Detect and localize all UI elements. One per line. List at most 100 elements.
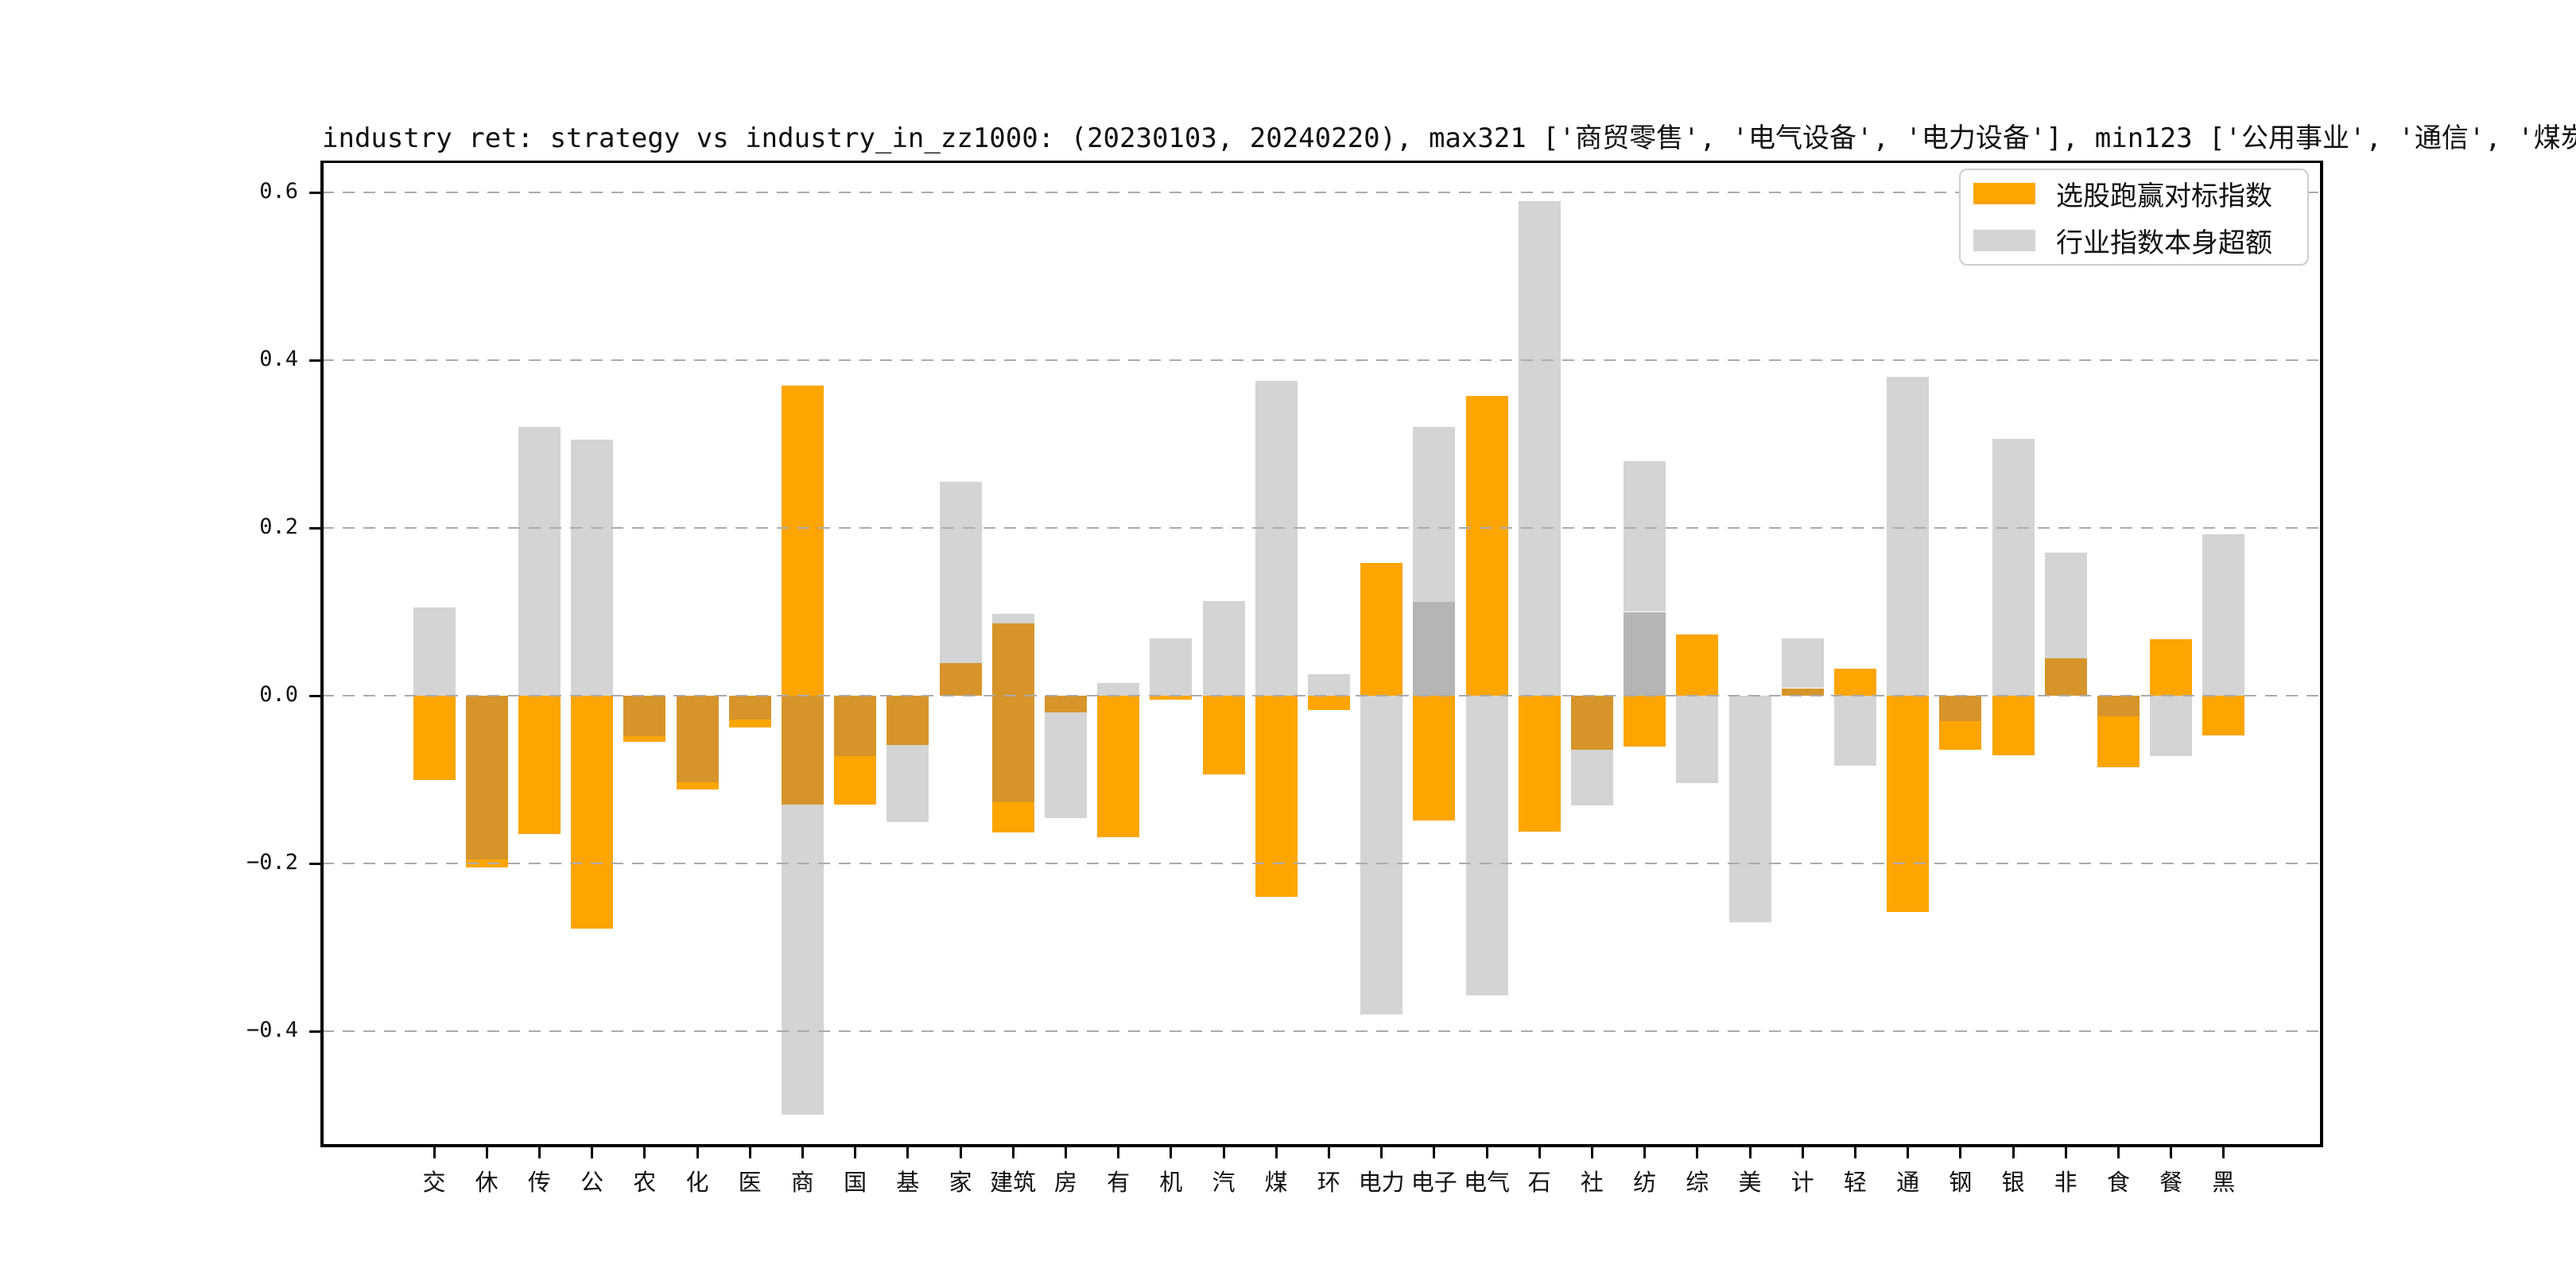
bar-segment-食 bbox=[2097, 716, 2140, 767]
bar-segment-汽 bbox=[1202, 600, 1245, 696]
bar-segment-环 bbox=[1307, 696, 1350, 710]
legend-swatch-gray bbox=[1973, 230, 2035, 251]
y-axis-tick-label: 0.4 bbox=[259, 347, 298, 371]
x-axis-tick-label-轻: 轻 bbox=[1843, 1169, 1867, 1196]
x-axis-tick bbox=[1801, 1147, 1804, 1158]
bar-segment-轻 bbox=[1833, 669, 1876, 696]
bar-segment-社 bbox=[1570, 696, 1613, 750]
x-axis-tick-label-交: 交 bbox=[422, 1169, 446, 1196]
bar-segment-纺 bbox=[1624, 696, 1666, 747]
x-axis-tick bbox=[643, 1147, 646, 1158]
x-axis-tick-label-非: 非 bbox=[2054, 1169, 2077, 1196]
x-axis-tick-label-机: 机 bbox=[1159, 1169, 1183, 1196]
bar-segment-综 bbox=[1676, 634, 1719, 696]
legend-swatch-orange bbox=[1973, 183, 2035, 204]
y-axis-tick-label: 0.0 bbox=[259, 682, 298, 707]
bar-segment-有 bbox=[1097, 696, 1140, 838]
bar-segment-家 bbox=[939, 662, 982, 696]
legend-item-industry: 行业指数本身超额 bbox=[1961, 221, 2307, 260]
axis-right-spine bbox=[2320, 161, 2323, 1146]
bar-segment-建筑 bbox=[991, 613, 1034, 624]
x-axis-tick bbox=[1853, 1147, 1856, 1158]
bar-segment-食 bbox=[2097, 696, 2140, 717]
x-axis-tick bbox=[537, 1147, 541, 1158]
bar-segment-电子 bbox=[1413, 427, 1456, 602]
bar-segment-电气 bbox=[1465, 396, 1508, 696]
y-axis-tick bbox=[309, 1030, 320, 1033]
x-axis-tick-label-传: 传 bbox=[527, 1169, 551, 1196]
y-axis-tick bbox=[309, 695, 320, 697]
axis-bottom-spine bbox=[320, 1144, 2323, 1147]
x-axis-tick bbox=[2116, 1147, 2120, 1158]
x-axis-tick-label-房: 房 bbox=[1053, 1169, 1077, 1196]
bar-segment-石 bbox=[1518, 696, 1561, 832]
x-axis-tick-label-综: 综 bbox=[1686, 1169, 1709, 1196]
bar-segment-化 bbox=[676, 782, 719, 790]
x-axis-tick bbox=[433, 1147, 436, 1158]
x-axis-tick bbox=[1696, 1147, 1699, 1158]
y-axis-tick bbox=[309, 359, 320, 362]
bar-segment-煤 bbox=[1255, 381, 1298, 696]
bar-segment-环 bbox=[1307, 673, 1350, 696]
x-axis-tick bbox=[2222, 1147, 2225, 1158]
x-axis-tick-label-汽: 汽 bbox=[1212, 1169, 1236, 1196]
bar-segment-纺 bbox=[1624, 611, 1666, 696]
bar-segment-通 bbox=[1887, 377, 1930, 696]
x-axis-tick bbox=[1748, 1147, 1752, 1158]
x-axis-tick-label-电力: 电力 bbox=[1358, 1169, 1405, 1196]
x-axis-tick bbox=[1485, 1147, 1488, 1158]
bar-segment-医 bbox=[728, 696, 771, 720]
x-axis-tick-label-建筑: 建筑 bbox=[990, 1169, 1037, 1196]
y-axis-tick-label: −0.4 bbox=[246, 1018, 298, 1042]
bar-segment-国 bbox=[834, 755, 877, 805]
bar-segment-石 bbox=[1518, 200, 1561, 696]
x-axis-tick bbox=[854, 1147, 857, 1158]
x-axis-tick-label-银: 银 bbox=[2001, 1169, 2025, 1196]
x-axis-tick bbox=[591, 1147, 594, 1158]
x-axis-tick bbox=[1117, 1147, 1120, 1158]
x-axis-tick bbox=[1643, 1147, 1647, 1158]
bar-segment-国 bbox=[834, 696, 877, 756]
gridline bbox=[322, 863, 2322, 864]
bar-segment-黑 bbox=[2202, 696, 2245, 735]
x-axis-tick-label-通: 通 bbox=[1896, 1169, 1920, 1196]
x-axis-tick bbox=[1064, 1147, 1067, 1158]
bar-segment-商 bbox=[781, 696, 824, 805]
axis-top-spine bbox=[320, 161, 2323, 163]
bar-segment-商 bbox=[781, 385, 824, 696]
legend-label-industry: 行业指数本身超额 bbox=[2056, 227, 2272, 259]
x-axis-tick-label-化: 化 bbox=[685, 1169, 709, 1196]
bar-segment-农 bbox=[623, 696, 666, 736]
legend: 选股跑赢对标指数 行业指数本身超额 bbox=[1959, 169, 2309, 266]
plot-area: 0.6 0.4 0.2 0.0 −0.2 −0.4 交休传公农化医商国基家建筑房有机汽煤环电… bbox=[246, 161, 2323, 1196]
x-axis-tick-label-商: 商 bbox=[790, 1169, 814, 1196]
bar-segment-公 bbox=[571, 696, 614, 929]
x-axis-tick-label-国: 国 bbox=[844, 1169, 867, 1196]
x-axis-tick bbox=[1222, 1147, 1225, 1158]
bar-segment-交 bbox=[413, 607, 456, 696]
bar-segment-机 bbox=[1150, 638, 1193, 696]
bar-segment-通 bbox=[1887, 696, 1930, 913]
bar-segment-黑 bbox=[2202, 534, 2245, 696]
bar-segment-钢 bbox=[1939, 720, 1982, 750]
x-axis-tick bbox=[748, 1147, 751, 1158]
bar-segment-电子 bbox=[1413, 601, 1456, 696]
x-axis-tick-label-黑: 黑 bbox=[2212, 1169, 2236, 1196]
x-axis-tick-label-纺: 纺 bbox=[1633, 1169, 1657, 1196]
x-axis-tick-label-家: 家 bbox=[949, 1169, 972, 1196]
x-axis-tick-label-有: 有 bbox=[1107, 1169, 1131, 1196]
x-axis-tick-label-环: 环 bbox=[1317, 1169, 1340, 1196]
axis-left-spine bbox=[320, 161, 324, 1146]
x-axis-tick-label-煤: 煤 bbox=[1264, 1169, 1288, 1196]
x-axis-tick bbox=[1327, 1147, 1330, 1158]
bar-segment-美 bbox=[1728, 696, 1771, 922]
x-axis-tick-label-公: 公 bbox=[580, 1169, 604, 1196]
x-axis-tick bbox=[696, 1147, 699, 1158]
x-axis-tick-label-基: 基 bbox=[896, 1169, 920, 1196]
x-axis-tick bbox=[906, 1147, 910, 1158]
bar-segment-基 bbox=[886, 745, 929, 823]
bar-segment-计 bbox=[1781, 638, 1824, 689]
x-axis-tick bbox=[1011, 1147, 1014, 1158]
bar-segment-传 bbox=[518, 696, 561, 835]
